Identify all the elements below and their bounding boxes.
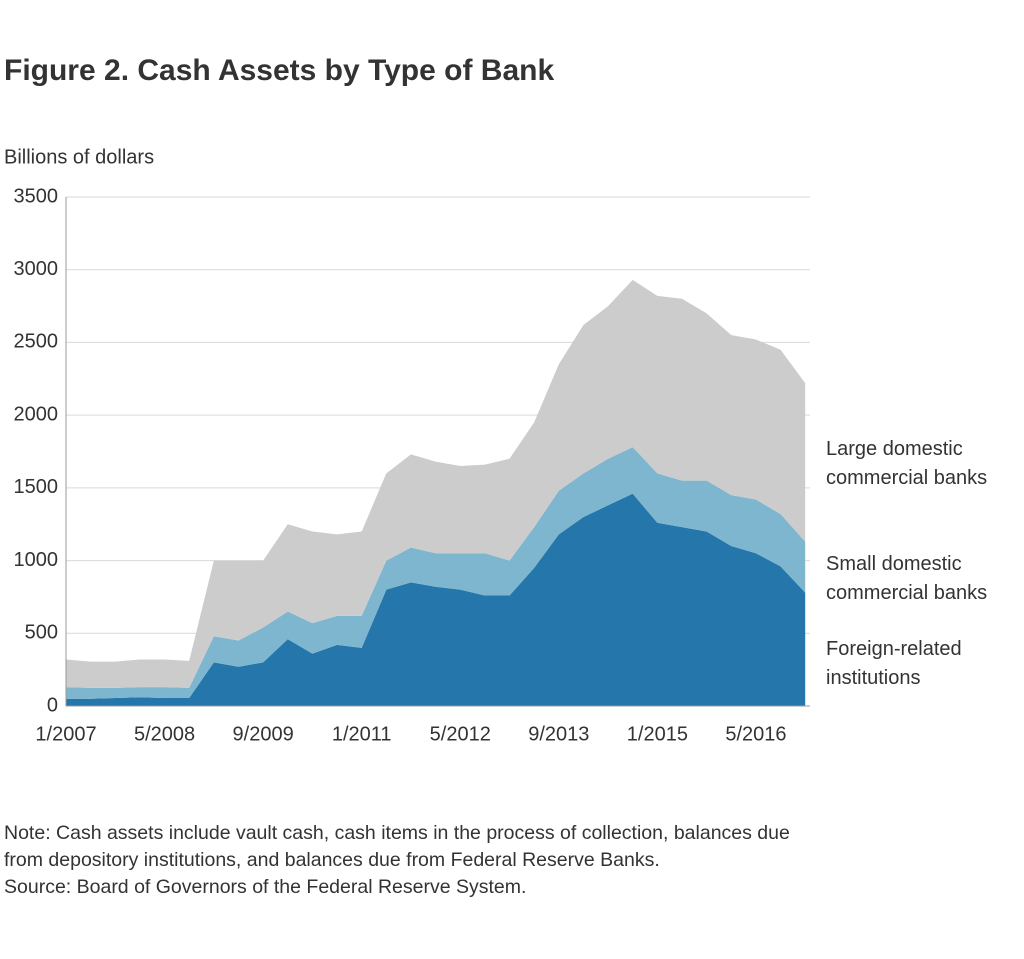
y-tick-label: 1500 [14, 476, 59, 498]
legend-entry: Foreign-related institutions [826, 638, 962, 689]
area [66, 493, 806, 706]
x-tick-label: 5/2012 [430, 723, 491, 745]
x-tick-label: 5/2016 [725, 723, 786, 745]
x-tick-label: 1/2007 [35, 723, 96, 745]
x-tick-label: 9/2013 [528, 723, 589, 745]
x-tick-label: 1/2015 [627, 723, 688, 745]
y-tick-label: 0 [47, 694, 58, 716]
legend-entry: Small domestic commercial banks [826, 553, 988, 604]
y-tick-label: 3000 [14, 258, 59, 280]
y-tick-label: 500 [25, 622, 58, 644]
note: Source: Board of Governors of the Federa… [4, 876, 527, 898]
y-tick-label: 3500 [14, 185, 59, 207]
x-tick-label: 5/2008 [134, 723, 195, 745]
area [66, 447, 806, 699]
chart-title: Figure 2. Cash Assets by Type of Bank [4, 54, 554, 87]
note: Note: Cash assets include vault cash, ca… [4, 822, 790, 844]
x-tick-label: 1/2011 [332, 723, 392, 745]
y-tick-label: 2500 [14, 331, 59, 353]
y-axis-label: Billions of dollars [4, 146, 154, 168]
y-tick-label: 2000 [14, 403, 59, 425]
x-tick-label: 9/2009 [233, 723, 294, 745]
y-tick-label: 1000 [14, 549, 59, 571]
area [66, 279, 806, 688]
legend-entry: Large domestic commercial banks [826, 438, 988, 489]
note: from depository institutions, and balanc… [4, 849, 660, 871]
